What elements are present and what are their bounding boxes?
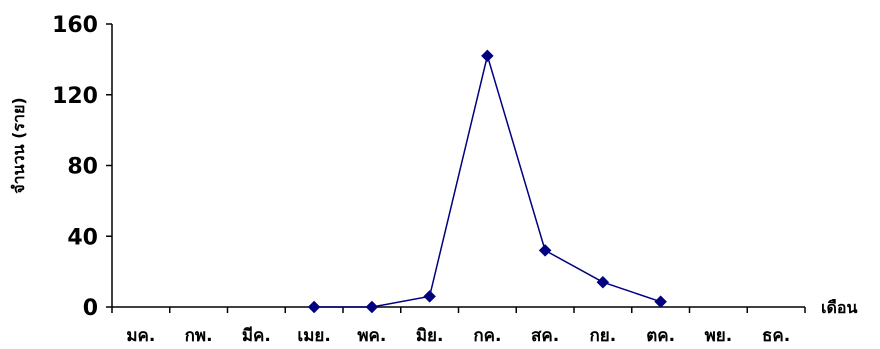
x-tick-label: สค. xyxy=(531,326,559,346)
y-tick-label: 80 xyxy=(67,155,98,180)
y-tick-label: 40 xyxy=(67,225,98,250)
data-point-marker xyxy=(481,49,494,63)
y-axis: 0 40 80 120 160 xyxy=(52,13,113,321)
x-tick-label: มิย. xyxy=(416,326,444,346)
series-line xyxy=(314,52,661,308)
x-tick-label: กย. xyxy=(590,326,617,346)
y-axis-title: จำนวน (ราย) xyxy=(9,97,28,193)
series-layer xyxy=(307,49,667,314)
data-point-marker xyxy=(307,300,321,314)
y-tick-label: 0 xyxy=(83,296,98,321)
data-point-marker xyxy=(365,300,379,314)
x-tick-label: ธค. xyxy=(762,326,790,346)
data-point-marker xyxy=(596,275,610,289)
data-point-marker xyxy=(538,244,552,257)
x-tick-label: มีค. xyxy=(242,325,271,346)
x-tick-label: เมย. xyxy=(297,326,330,346)
data-point-marker xyxy=(423,290,436,303)
data-point-marker xyxy=(654,295,667,309)
x-axis: มค. กพ. มีค. เมย. พค. มิย. กค. สค. กย. ตค. พย. ธค. xyxy=(111,306,806,346)
x-tick-label: พค. xyxy=(357,326,386,346)
x-tick-group: มค. กพ. มีค. เมย. พค. มิย. กค. สค. กย. ตค. พย. ธค. xyxy=(111,307,806,346)
x-tick-label: กค. xyxy=(473,326,501,346)
x-tick-label: มค. xyxy=(126,326,155,346)
x-axis-title: เดือน xyxy=(821,298,857,317)
y-tick-group: 0 40 80 120 160 xyxy=(52,13,112,321)
x-tick-label: พย. xyxy=(705,326,733,346)
y-tick-label: 120 xyxy=(52,84,98,109)
x-tick-label: กพ. xyxy=(185,326,213,346)
y-tick-label: 160 xyxy=(52,13,98,38)
x-tick-label: ตค. xyxy=(646,326,675,346)
